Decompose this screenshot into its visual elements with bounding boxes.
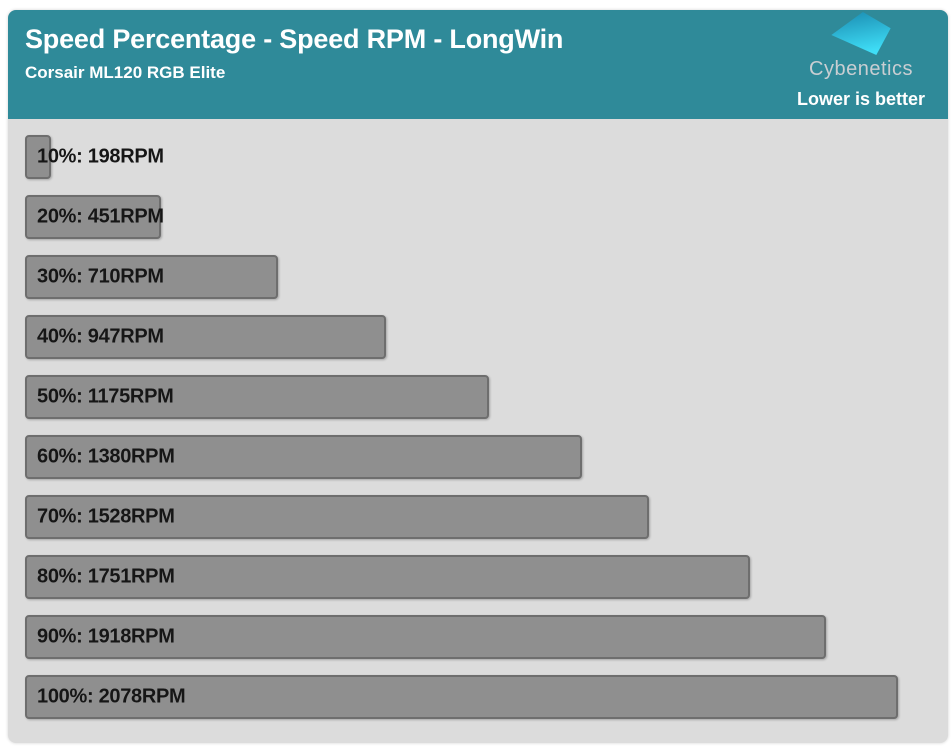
bar-row: 40%: 947RPM (25, 315, 948, 359)
bar (25, 555, 750, 599)
bar-row: 20%: 451RPM (25, 195, 948, 239)
bar (25, 195, 161, 239)
bar (25, 615, 826, 659)
bar-row: 10%: 198RPM (25, 135, 948, 179)
bar-label: 50%: 1175RPM (37, 385, 174, 408)
page-subtitle: Corsair ML120 RGB Elite (25, 63, 226, 82)
bar (25, 315, 386, 359)
bar-label: 60%: 1380RPM (37, 445, 175, 468)
chart-area: 10%: 198RPM 20%: 451RPM 30%: 710RPM 40%: 94… (8, 119, 948, 719)
bar-label: 40%: 947RPM (37, 325, 164, 348)
bar-row: 50%: 1175RPM (25, 375, 948, 419)
bar-label: 10%: 198RPM (37, 145, 164, 168)
bar (25, 135, 51, 179)
page-title: Speed Percentage - Speed RPM - LongWin (25, 24, 564, 54)
bar-label: 90%: 1918RPM (37, 625, 175, 648)
bar-row: 70%: 1528RPM (25, 495, 948, 539)
bar-label: 30%: 710RPM (37, 265, 164, 288)
cybenetics-logo-icon (831, 12, 891, 56)
bar (25, 255, 279, 299)
chart-card: Speed Percentage - Speed RPM - LongWin C… (8, 10, 948, 743)
bar (25, 435, 582, 479)
bar-row: 90%: 1918RPM (25, 615, 948, 659)
bar-row: 30%: 710RPM (25, 255, 948, 299)
bar-label: 100%: 2078RPM (37, 685, 186, 708)
bar (25, 675, 898, 719)
bar (25, 375, 489, 419)
bar-row: 100%: 2078RPM (25, 675, 948, 719)
bar-label: 80%: 1751RPM (37, 565, 175, 588)
lower-is-better-note: Lower is better (796, 89, 926, 109)
bar-label: 20%: 451RPM (37, 205, 164, 228)
bar-row: 60%: 1380RPM (25, 435, 948, 479)
chart-header: Speed Percentage - Speed RPM - LongWin C… (8, 10, 948, 119)
bar-label: 70%: 1528RPM (37, 505, 175, 528)
brand-name: Cybenetics (809, 58, 913, 80)
bar (25, 495, 649, 539)
bar-row: 80%: 1751RPM (25, 555, 948, 599)
brand-block: Cybenetics Lower is better (782, 12, 940, 109)
